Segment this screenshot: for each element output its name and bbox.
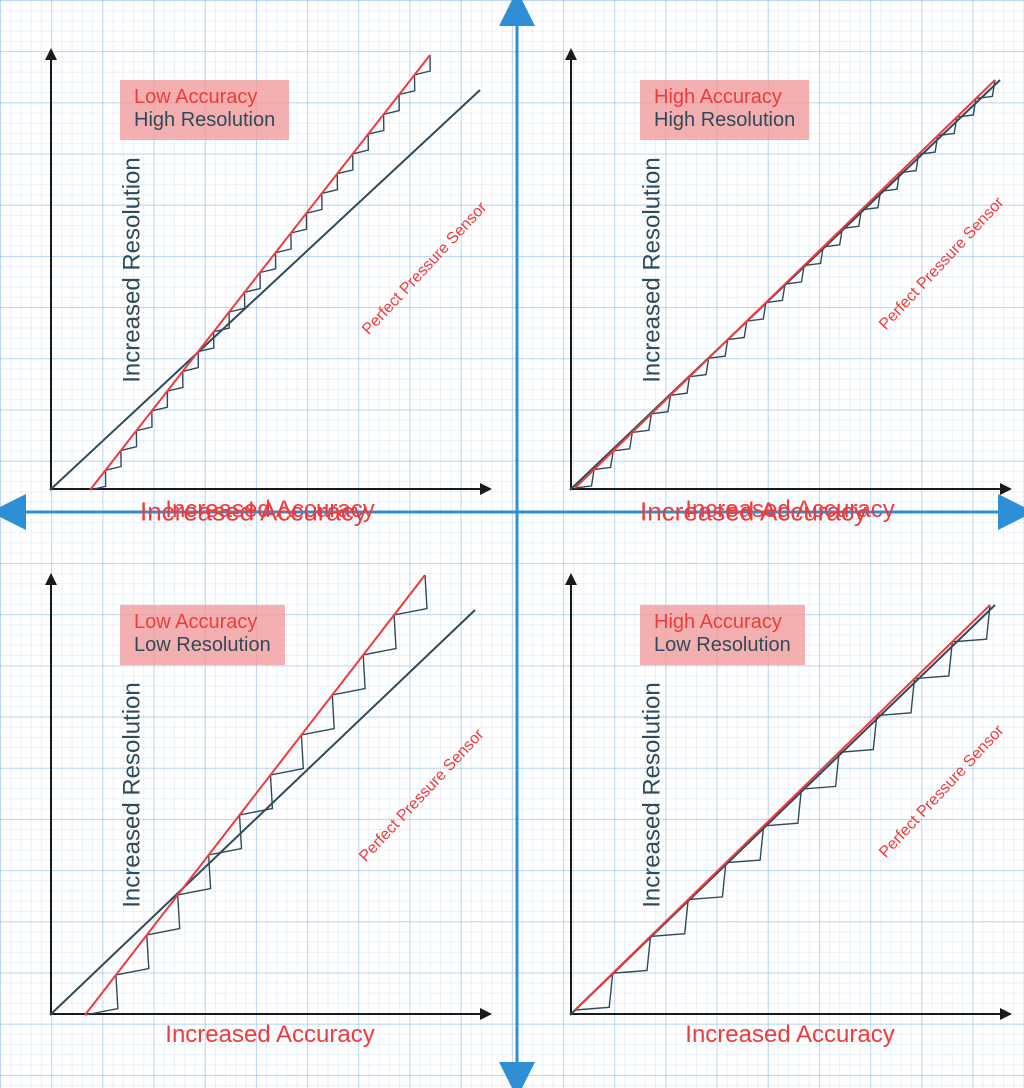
x-axis-label: Increased Accuracy [685, 1021, 894, 1049]
panel-high-acc-high-res: Increased Resolution Increased Accuracy … [570, 50, 1010, 490]
x-axis-label: Increased Accuracy [685, 496, 894, 524]
panel-high-acc-low-res: Increased Resolution Increased Accuracy … [570, 575, 1010, 1015]
x-axis-label: Increased Accuracy [165, 1021, 374, 1049]
panel-low-acc-low-res: Increased Resolution Increased Accuracy … [50, 575, 490, 1015]
x-axis-label: Increased Accuracy [165, 496, 374, 524]
panel-low-acc-high-res: Increased Resolution Increased Accuracy … [50, 50, 490, 490]
